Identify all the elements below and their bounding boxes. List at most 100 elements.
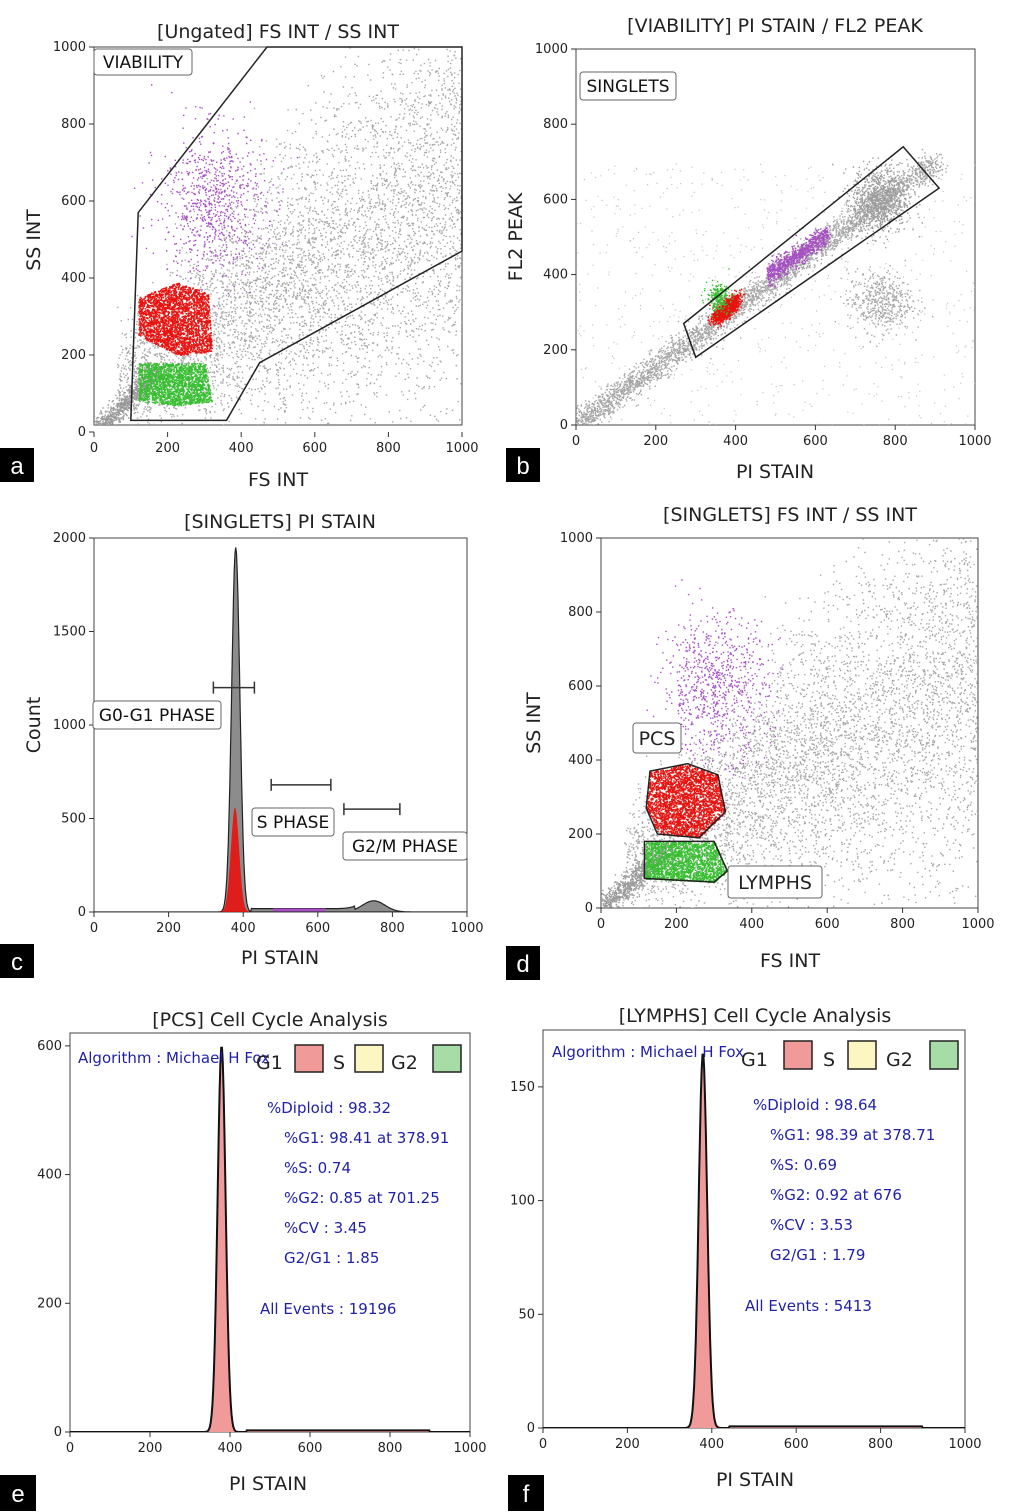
panel-label: b (516, 453, 529, 480)
lymphs-gate (643, 840, 729, 883)
x-tick-label: 400 (218, 1441, 243, 1456)
x-tick-label: 1000 (948, 1437, 981, 1452)
panel-label-box (0, 448, 34, 482)
panel-a: [Ungated] FS INT / SS INT 0 200 400 600 800 1… (0, 21, 479, 491)
axes: 0 200 400 600 800 1000 0 50 100 150 (510, 1080, 981, 1452)
pcs-population (138, 282, 213, 356)
stat-g2: %G2: 0.92 at 676 (770, 1186, 902, 1204)
legend-g2-label: G2 (391, 1052, 418, 1074)
stat-events: All Events : 5413 (745, 1297, 872, 1315)
x-axis-label: PI STAIN (716, 1469, 794, 1491)
axes: 0 200 400 600 800 1000 0 200 400 600 800 1000 (535, 42, 992, 449)
panel-label-box (0, 1475, 36, 1511)
y-tick-label: 100 (510, 1194, 535, 1209)
panel-b: [VIABILITY] PI STAIN / FL2 PEAK 0 200 400 6… (505, 15, 992, 483)
legend-s-label: S (823, 1049, 835, 1071)
x-tick-label: 1000 (453, 1441, 486, 1456)
g2m-region-label: G2/M PHASE (352, 837, 458, 857)
axes: 0 200 400 600 800 1000 0 200 400 600 800 1000 (560, 531, 995, 932)
x-tick-label: 0 (597, 917, 605, 932)
plot-frame (542, 1029, 966, 1429)
x-tick-label: 0 (66, 1441, 74, 1456)
x-tick-label: 600 (298, 1441, 323, 1456)
x-tick-label: 600 (784, 1437, 809, 1452)
y-axis-label: SS INT (523, 692, 545, 754)
panel-label-box (508, 1475, 544, 1511)
plot-frame (69, 1032, 471, 1433)
panel-label: f (523, 1481, 530, 1508)
legend-g1-label: G1 (741, 1049, 768, 1071)
lymph-overlap (700, 268, 735, 318)
x-tick-label: 800 (380, 921, 405, 936)
y-tick-label: 1000 (53, 40, 86, 55)
y-tick-label: 0 (54, 1425, 62, 1440)
histogram-line (543, 1053, 965, 1428)
y-tick-label: 1500 (53, 625, 86, 640)
x-tick-label: 1000 (450, 921, 483, 936)
panel-label: e (11, 1481, 24, 1508)
panel-c: [SINGLETS] PI STAIN 0 200 400 600 800 1000 0 50… (0, 511, 484, 978)
secondary-cluster (834, 247, 934, 348)
x-tick-label: 0 (539, 1437, 547, 1452)
y-tick-label: 400 (61, 271, 86, 286)
x-tick-label: 400 (229, 441, 254, 456)
pcs-gate-label: PCS (639, 728, 676, 750)
x-tick-label: 600 (815, 917, 840, 932)
x-axis-label: PI STAIN (736, 461, 814, 483)
legend-g1-label: G1 (256, 1052, 283, 1074)
gate-label-box (727, 865, 823, 899)
y-tick-label: 600 (37, 1039, 62, 1054)
histogram-line (70, 1046, 470, 1432)
singlets-gate-label: SINGLETS (586, 77, 669, 97)
stat-diploid: %Diploid : 98.32 (267, 1099, 391, 1117)
y-tick-label: 1000 (535, 42, 568, 57)
chart-title: [Ungated] FS INT / SS INT (157, 21, 399, 43)
lymphs-population (644, 841, 728, 884)
legend-s-swatch (847, 1040, 877, 1070)
y-tick-label: 0 (560, 418, 568, 433)
y-tick-label: 0 (585, 901, 593, 916)
g1-population (707, 288, 746, 329)
y-tick-label: 800 (61, 117, 86, 132)
x-tick-label: 200 (156, 921, 181, 936)
stat-s: %S: 0.74 (284, 1159, 351, 1177)
viability-gate (130, 46, 463, 422)
region-label-box (342, 831, 468, 861)
panel-label: c (11, 949, 23, 976)
phase-legend: G1 S G2 (741, 1040, 959, 1071)
x-tick-label: 400 (231, 921, 256, 936)
y-tick-label: 1000 (560, 531, 593, 546)
stat-cv: %CV : 3.53 (770, 1216, 853, 1234)
stat-g1: %G1: 98.41 at 378.91 (284, 1129, 449, 1147)
event-dots (94, 47, 462, 425)
y-tick-label: 200 (37, 1296, 62, 1311)
x-axis-label: FS INT (248, 469, 309, 491)
legend-g1-swatch (783, 1040, 813, 1070)
x-axis-label: PI STAIN (241, 947, 319, 969)
pcs-population (646, 764, 727, 839)
event-dots (601, 538, 978, 908)
histogram (94, 547, 467, 912)
axes: 0 200 400 600 800 1000 0 200 400 600 800 1000 (53, 40, 479, 456)
panel-label-box (506, 448, 540, 482)
stat-g2-g1: G2/G1 : 1.79 (770, 1246, 865, 1264)
stat-diploid: %Diploid : 98.64 (753, 1096, 877, 1114)
phase-legend: G1 S G2 (256, 1044, 462, 1074)
chart-title: [PCS] Cell Cycle Analysis (152, 1009, 387, 1031)
viability-gate-label: VIABILITY (103, 53, 184, 73)
x-tick-label: 1000 (961, 917, 994, 932)
x-tick-label: 600 (803, 434, 828, 449)
histogram (70, 1046, 470, 1432)
y-tick-label: 200 (61, 348, 86, 363)
lymphs-gate-label: LYMPHS (738, 872, 812, 894)
y-tick-label: 1000 (53, 718, 86, 733)
y-tick-label: 400 (37, 1168, 62, 1183)
lymphs-population (138, 362, 214, 407)
x-tick-label: 1000 (958, 434, 991, 449)
y-tick-label: 600 (568, 679, 593, 694)
phase-regions (212, 681, 401, 816)
y-tick-label: 800 (568, 605, 593, 620)
g0-g1-region-label: G0-G1 PHASE (99, 706, 215, 726)
stats-block: %Diploid : 98.64 %G1: 98.39 at 378.71 %S… (745, 1096, 935, 1315)
x-tick-label: 600 (302, 441, 327, 456)
